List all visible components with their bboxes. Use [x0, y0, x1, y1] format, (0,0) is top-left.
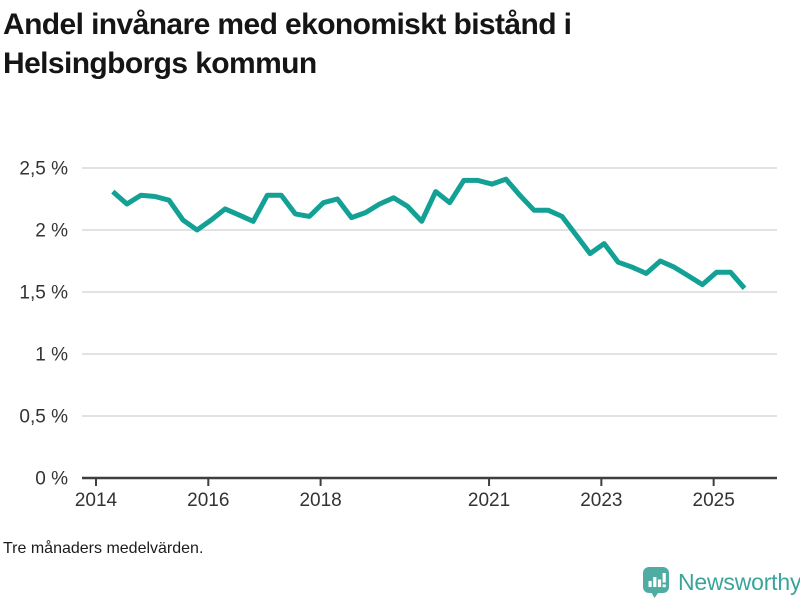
x-tick-label: 2018	[299, 490, 341, 511]
chart-footnote: Tre månaders medelvärden.	[3, 540, 204, 557]
y-tick-label: 0 %	[35, 469, 68, 490]
y-tick-label: 1,5 %	[19, 283, 68, 304]
x-tick-label: 2021	[468, 490, 510, 511]
x-tick-label: 2023	[580, 490, 622, 511]
y-tick-label: 2 %	[35, 221, 68, 242]
chart-svg: 2,5 % 2 % 1,5 % 1 % 0,5 % 0 % 2014 2016 2018 2021…	[19, 159, 777, 511]
data-line	[111, 176, 747, 290]
page-title-line-1: Andel invånare med ekonomiskt bistånd i	[3, 8, 572, 41]
y-tick-label: 1 %	[35, 345, 68, 366]
brand-name: Newsworthy	[678, 568, 800, 595]
page-title-line-2: Helsingborgs kommun	[3, 47, 317, 80]
x-tick-label: 2014	[75, 490, 118, 511]
x-tick-label: 2016	[187, 490, 229, 511]
y-tick-label: 0,5 %	[19, 407, 68, 428]
x-tick-label: 2025	[693, 490, 735, 511]
page-title: Andel invånare med ekonomiskt bistånd i …	[3, 5, 783, 83]
y-tick-label: 2,5 %	[19, 159, 68, 180]
newsworthy-chart-bubble-icon	[643, 566, 669, 598]
newsworthy-logo: Newsworthy	[642, 565, 800, 599]
